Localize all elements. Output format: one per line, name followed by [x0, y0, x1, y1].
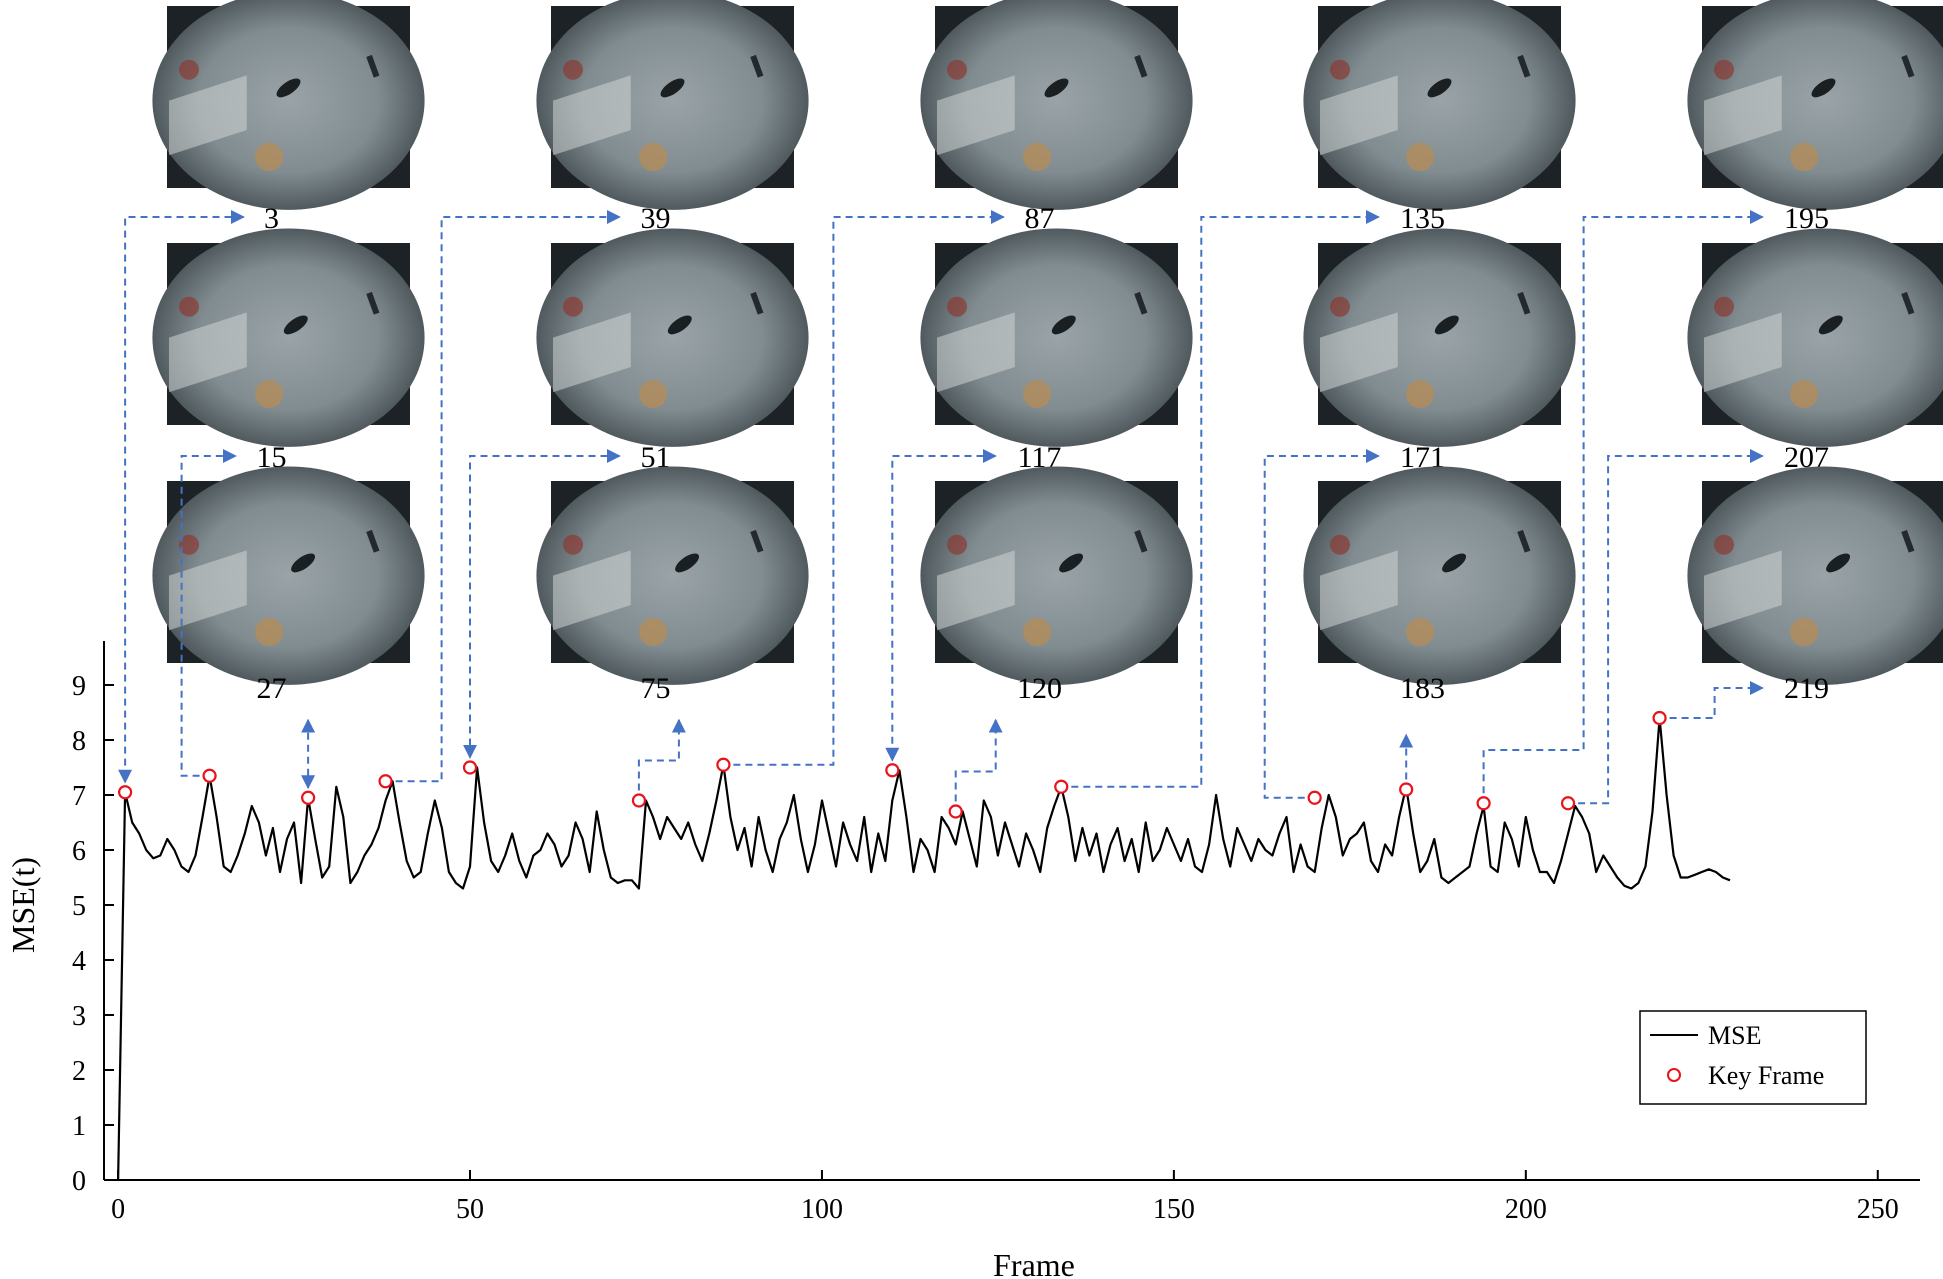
y-axis-title: MSE(t) [5, 857, 41, 953]
key-frame-connector [1071, 210, 1380, 788]
frame-thumbnail [152, 228, 425, 447]
key-frame-connector [180, 449, 237, 777]
key-frame-connector [463, 449, 621, 759]
key-frame-marker [462, 760, 478, 775]
y-tick-label: 5 [72, 891, 86, 922]
key-frame-marker [885, 763, 900, 778]
key-frame-marker [948, 804, 963, 819]
frame-thumbnail [1687, 0, 1943, 210]
key-frame-connectors [118, 210, 1764, 805]
key-frame-connector [1482, 210, 1764, 794]
key-frame-connector [885, 449, 997, 762]
key-frame-marker [118, 785, 133, 800]
y-axis-ticks: 0 1 2 3 4 5 6 7 8 9 [72, 671, 114, 1197]
y-tick-label: 7 [72, 781, 86, 812]
y-tick-label: 9 [72, 671, 86, 702]
y-tick-label: 3 [72, 1001, 86, 1032]
key-frame-marker [1652, 710, 1667, 726]
x-tick-label: 150 [1153, 1194, 1195, 1225]
key-frame-connector [954, 718, 1003, 802]
key-frame-connector [1578, 449, 1764, 805]
legend-mse-label: MSE [1708, 1021, 1761, 1050]
y-tick-label: 6 [72, 836, 86, 867]
key-frame-marker [202, 768, 217, 783]
key-frame-marker [1560, 796, 1576, 811]
key-frame-marker [1399, 782, 1414, 797]
key-frame-marker [631, 793, 647, 808]
frame-number-label: 27 [256, 672, 286, 705]
key-frame-marker [378, 774, 393, 789]
legend: MSE Key Frame [1639, 1010, 1867, 1105]
frame-thumbnail [920, 466, 1193, 685]
x-axis-title: Frame [993, 1247, 1075, 1279]
y-tick-label: 4 [72, 946, 86, 977]
key-frame-connector [395, 210, 621, 783]
key-frame-marker [716, 757, 731, 772]
key-frame-marker [301, 790, 316, 805]
key-frame-connector [1263, 449, 1380, 799]
frame-number-label: 120 [1017, 672, 1062, 705]
frame-number-label: 183 [1400, 672, 1445, 705]
frame-thumbnail [1303, 0, 1576, 210]
frame-number-label: 219 [1784, 672, 1829, 705]
plot-area: 0 1 2 3 4 5 6 7 8 9 0 50 100 150 200 250 MSE(t) Frame [5, 641, 1920, 1279]
y-tick-label: 1 [72, 1111, 86, 1142]
legend-key-frame-label: Key Frame [1708, 1061, 1824, 1090]
x-axis-ticks: 0 50 100 150 200 250 [111, 1170, 1899, 1225]
y-tick-label: 8 [72, 726, 86, 757]
frame-thumbnail [1303, 228, 1576, 447]
frame-number-label: 75 [640, 672, 670, 705]
frame-number-label: 3 [264, 202, 279, 235]
frame-thumbnail [920, 0, 1193, 210]
frame-thumbnail [152, 466, 425, 685]
x-tick-label: 50 [456, 1194, 484, 1225]
frame-thumbnail [536, 228, 809, 447]
frame-thumbnail [1687, 466, 1943, 685]
key-frame-connector [1669, 681, 1764, 719]
key-frame-connector [637, 718, 686, 791]
frame-thumbnail [920, 228, 1193, 447]
y-tick-label: 0 [72, 1166, 86, 1197]
y-tick-label: 2 [72, 1056, 86, 1087]
legend-key-frame-swatch [1667, 1068, 1681, 1082]
key-frame-connector [118, 210, 245, 784]
x-tick-label: 100 [801, 1194, 843, 1225]
frame-thumbnail [536, 0, 809, 210]
x-tick-label: 0 [111, 1194, 125, 1225]
key-frame-marker [1476, 796, 1491, 811]
frame-thumbnail [1687, 228, 1943, 447]
frame-thumbnail [536, 466, 809, 685]
series-line-mse [117, 716, 1731, 1181]
frame-thumbnail [1303, 466, 1576, 685]
key-frame-markers [118, 710, 1667, 819]
key-frame-marker [1307, 790, 1322, 805]
x-tick-label: 250 [1857, 1194, 1899, 1225]
x-tick-label: 200 [1505, 1194, 1547, 1225]
key-frame-marker [1054, 779, 1069, 794]
frame-thumbnail [152, 0, 425, 210]
legend-box [1639, 1010, 1867, 1105]
key-frame-connector [733, 210, 1005, 766]
